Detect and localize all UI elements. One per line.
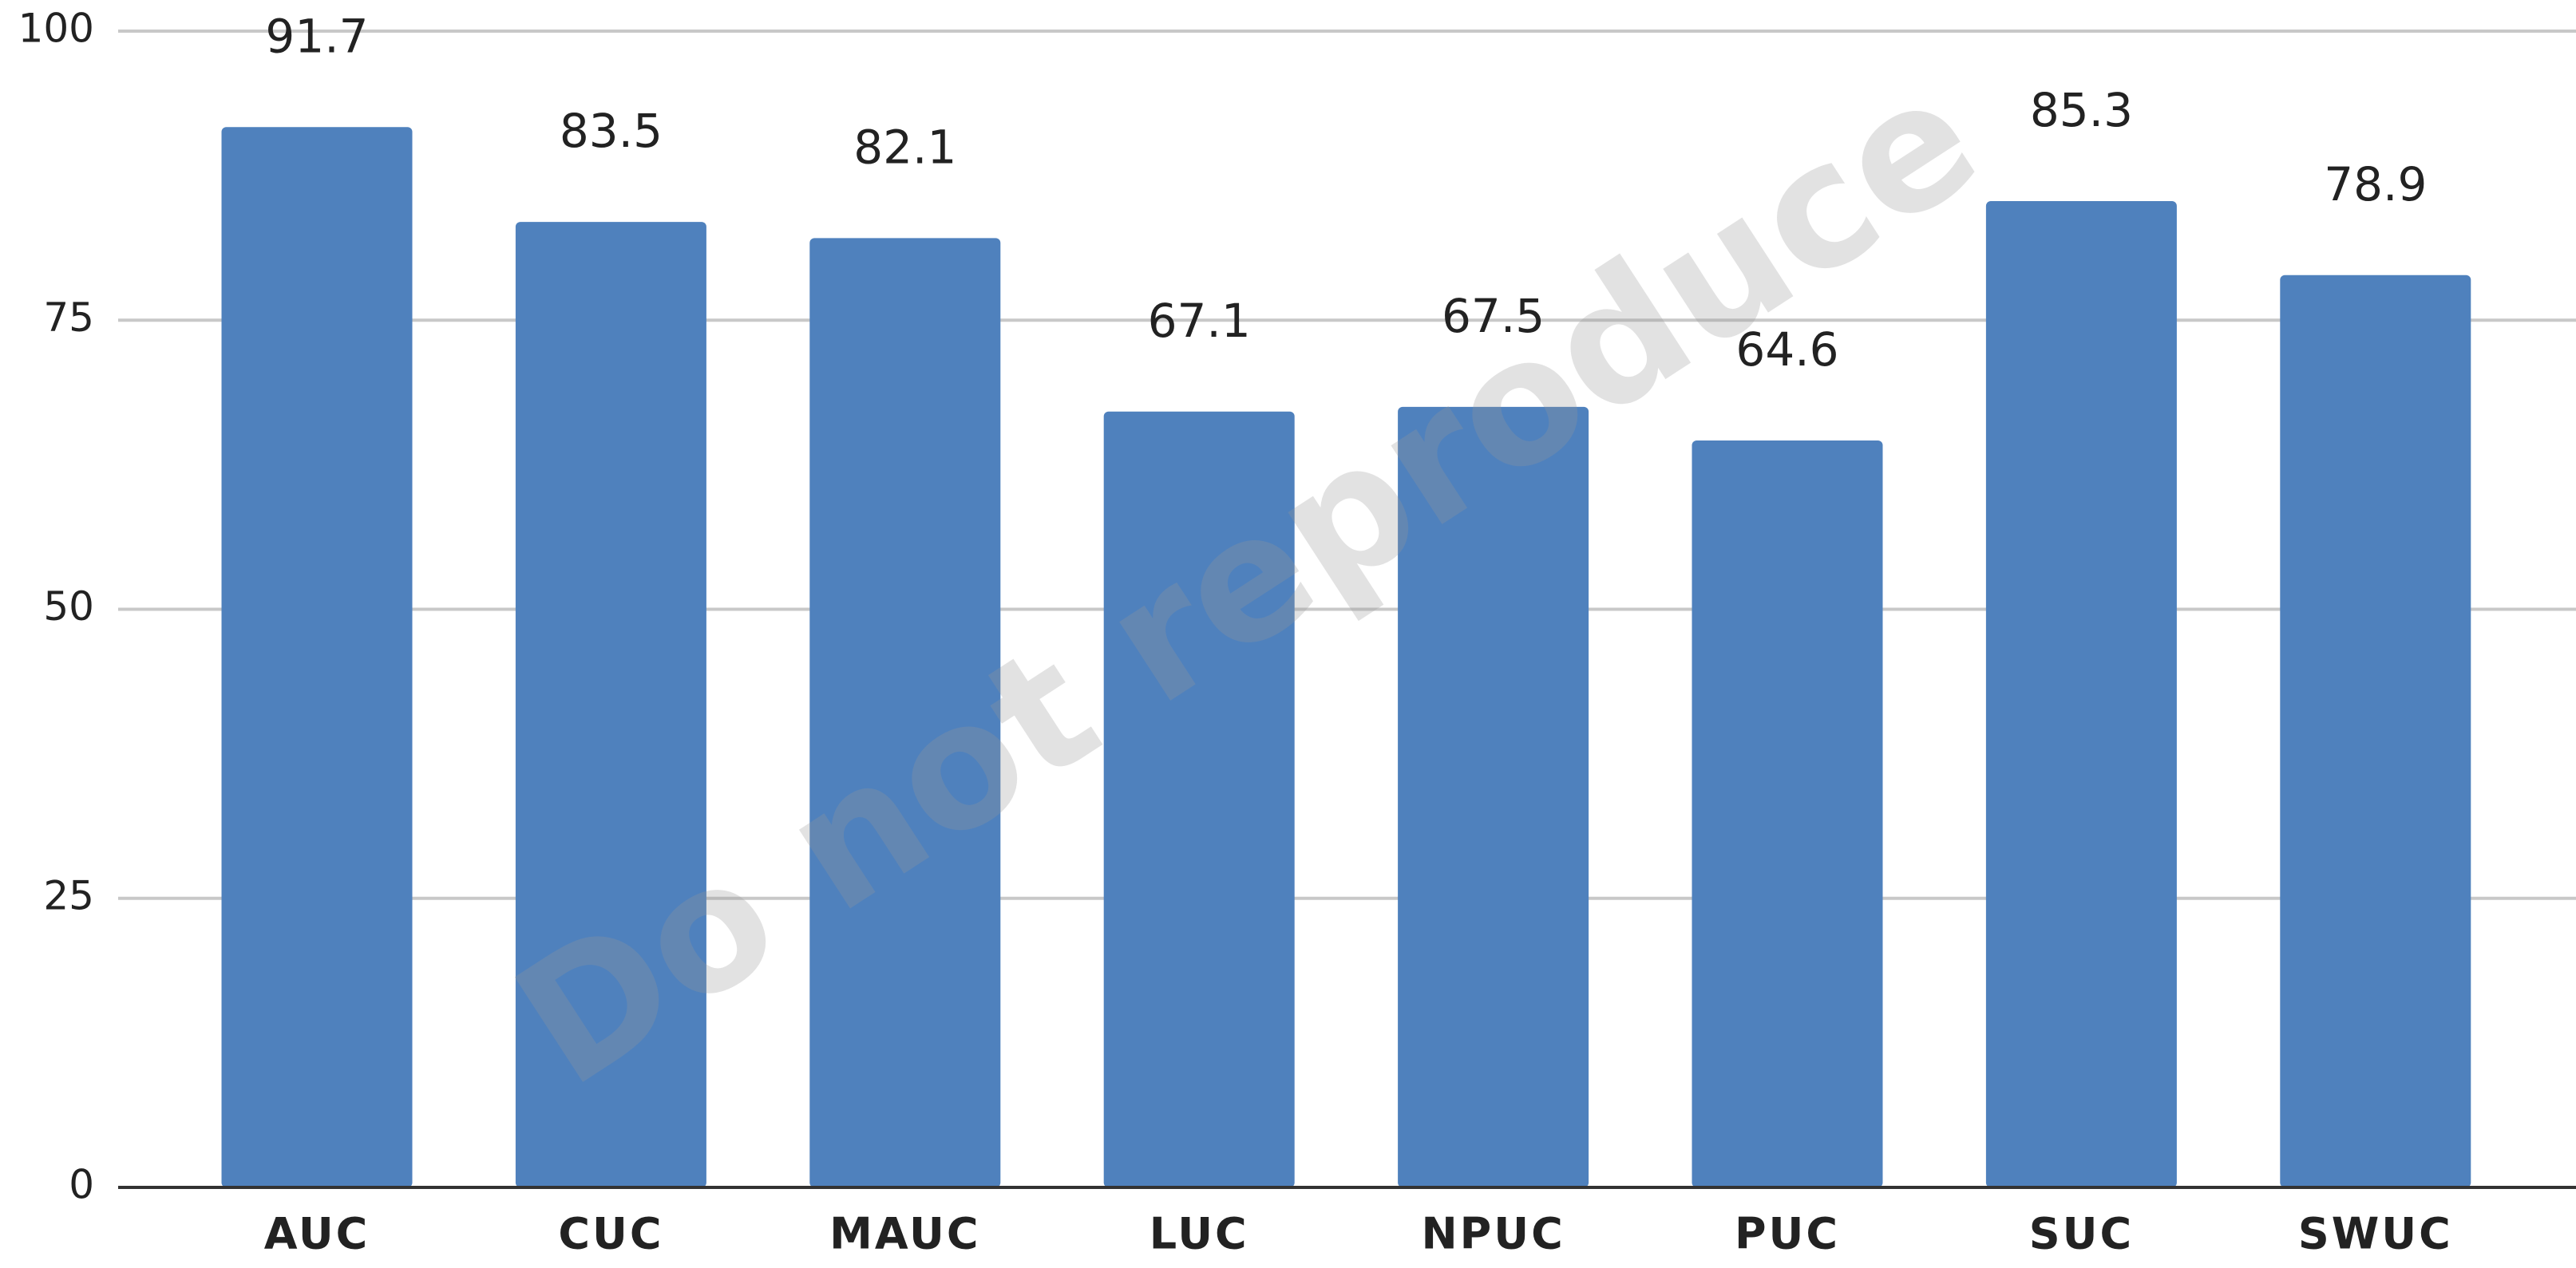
x-tick-label: SUC	[2029, 1209, 2134, 1259]
bar	[1103, 411, 1295, 1187]
bar	[1985, 201, 2177, 1187]
bar	[809, 238, 1001, 1188]
x-tick-label: AUC	[264, 1209, 370, 1259]
x-tick-label: NPUC	[1421, 1209, 1565, 1259]
data-label: 78.9	[2324, 157, 2427, 211]
bar	[2280, 275, 2471, 1187]
x-tick-label: PUC	[1735, 1209, 1840, 1259]
y-tick-label: 50	[43, 583, 94, 630]
data-label: 83.5	[560, 104, 663, 158]
x-tick-label: MAUC	[829, 1209, 980, 1259]
y-tick-label: 25	[43, 872, 94, 918]
x-tick-label: CUC	[558, 1209, 663, 1259]
data-label: 91.7	[265, 9, 368, 63]
data-label: 64.6	[1735, 322, 1838, 377]
bar	[1398, 406, 1589, 1187]
data-label: 82.1	[853, 120, 956, 174]
bar	[515, 222, 706, 1188]
y-tick-label: 75	[43, 294, 94, 341]
data-label: 67.1	[1148, 294, 1251, 348]
x-tick-label: LUC	[1150, 1209, 1249, 1259]
y-tick-label: 0	[69, 1162, 94, 1208]
bar	[221, 127, 413, 1188]
data-label: 85.3	[2030, 83, 2133, 137]
data-label: 67.5	[1442, 289, 1545, 343]
y-tick-label: 100	[18, 6, 94, 52]
bar	[1692, 440, 1883, 1187]
x-tick-label: SWUC	[2298, 1209, 2453, 1259]
